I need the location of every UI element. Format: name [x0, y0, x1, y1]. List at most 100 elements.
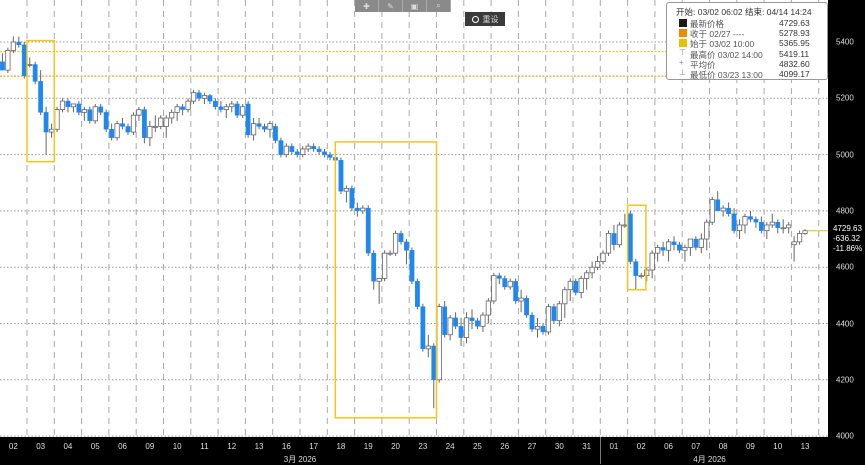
candle-up — [190, 92, 197, 102]
candle-up — [240, 106, 246, 116]
zoom-icon[interactable]: ⌕ — [427, 0, 451, 12]
candle-down — [196, 92, 202, 99]
x-tick-label: 12 — [227, 442, 237, 451]
legend-row: 始于 03/02 10:00 5365.95 — [673, 38, 823, 49]
candle-up — [600, 252, 606, 262]
candle-down — [431, 345, 437, 380]
legend-label: 最高价 03/02 14:00 — [690, 49, 763, 60]
candle-down — [294, 151, 300, 155]
y-tick-label: 4800 — [836, 206, 854, 216]
candle-up — [655, 247, 661, 254]
highlight-box — [334, 141, 438, 419]
news-icon[interactable]: ▣ — [403, 0, 427, 12]
candle-down — [524, 297, 529, 316]
x-tick-label: 17 — [309, 442, 319, 451]
candle-up — [534, 325, 541, 330]
x-tick-label: 13 — [254, 442, 264, 451]
candle-up — [764, 224, 770, 232]
legend-swatch — [679, 39, 687, 48]
candle-up — [605, 233, 612, 254]
x-tick-label: 25 — [472, 442, 482, 451]
candle-down — [611, 233, 617, 245]
candle-down — [327, 154, 333, 158]
candle-up — [201, 95, 208, 99]
x-tick-label: 30 — [554, 442, 564, 451]
date-axis: 02 03 04 05 06 09 10 11 12 13 16 17 18 19 20 23 24 25 26 27… — [0, 437, 865, 464]
candle-down — [0, 61, 5, 71]
x-tick-label: 27 — [527, 442, 537, 451]
candle-up — [578, 278, 584, 293]
price-change: -636.32 — [833, 234, 861, 243]
candle-down — [715, 199, 721, 212]
candle-up — [567, 280, 573, 291]
x-tick-label: 02 — [8, 442, 18, 451]
candle-up — [485, 300, 491, 316]
candle-down — [633, 261, 639, 276]
candle-down — [677, 244, 682, 251]
candle-down — [322, 151, 327, 155]
candle-up — [360, 207, 366, 212]
candle-up — [436, 306, 442, 381]
legend-swatch — [679, 19, 687, 27]
candle-up — [59, 100, 66, 110]
candle-up — [507, 280, 513, 288]
candle-up — [136, 109, 142, 116]
legend-row: ⊤ 最高价 03/02 14:00 5419.11 — [673, 47, 823, 60]
candle-down — [349, 188, 355, 209]
candle-down — [660, 247, 666, 251]
y-tick-label: 4600 — [836, 262, 854, 272]
reset-icon — [471, 15, 479, 23]
reset-label: 重设 — [482, 14, 499, 24]
candle-down — [513, 281, 519, 302]
candle-down — [273, 126, 278, 141]
crosshair-icon[interactable]: ✚ — [355, 0, 379, 12]
candle-down — [141, 109, 147, 138]
candle-up — [742, 216, 748, 226]
x-tick-label: 02 — [636, 442, 646, 451]
candle-up — [584, 272, 590, 279]
x-tick-label: 09 — [745, 442, 755, 451]
candle-down — [540, 326, 546, 333]
candle-down — [502, 278, 508, 288]
candle-up — [796, 233, 803, 243]
high-icon: ⊤ — [679, 47, 686, 57]
x-tick-label: 01 — [609, 442, 619, 451]
candle-down — [43, 112, 49, 133]
candle-down — [109, 129, 115, 138]
price-axis: 5400 5200 5000 4800 4600 4400 4200 4000 — [828, 0, 865, 441]
candle-up — [92, 106, 98, 122]
legend-row: 收于 02/27 ---- 5278.93 — [673, 28, 823, 39]
candle-down — [256, 123, 262, 127]
legend-row: 最新价格 4729.63 — [673, 18, 823, 29]
candle-up — [622, 224, 628, 227]
reset-button[interactable]: 重设 — [465, 12, 505, 26]
legend-label: 最低价 03/23 13:00 — [690, 70, 763, 80]
y-tick-label: 4200 — [836, 375, 854, 385]
y-tick-label: 5000 — [836, 150, 854, 160]
chart-toolbar: ✚ ✎ ▣ ⌕ — [355, 0, 451, 12]
legend-value: 5419.11 — [779, 48, 810, 59]
candle-down — [16, 41, 22, 46]
legend-label: 始于 03/02 10:00 — [690, 39, 755, 50]
x-tick-label: 05 — [90, 442, 100, 451]
highlight-box — [26, 39, 56, 163]
candle-down — [414, 281, 420, 307]
x-tick-label: 20 — [391, 442, 400, 451]
candle-down — [420, 306, 426, 350]
candle-up — [163, 117, 169, 127]
pencil-icon[interactable]: ✎ — [379, 0, 403, 12]
candle-up — [802, 230, 808, 234]
candle-down — [748, 216, 753, 220]
candle-up — [250, 123, 257, 136]
candle-down — [311, 145, 317, 150]
x-tick-label: 23 — [418, 442, 428, 451]
month-label: 3月 2026 — [283, 455, 317, 464]
x-tick-label: 19 — [363, 442, 373, 451]
candle-down — [573, 281, 579, 293]
candle-up — [682, 247, 688, 251]
candle-up — [48, 128, 55, 133]
candle-up — [130, 114, 137, 133]
candle-up — [594, 261, 601, 268]
candle-down — [371, 252, 377, 282]
x-tick-label: 18 — [336, 442, 346, 451]
